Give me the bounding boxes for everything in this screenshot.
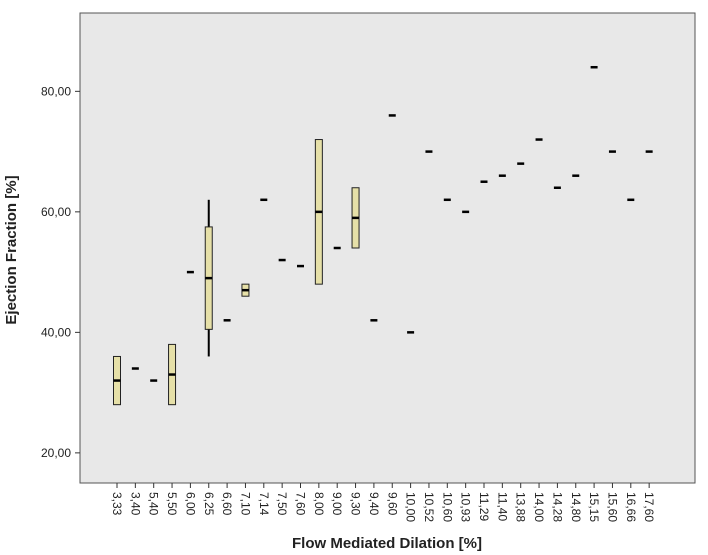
x-tick-label: 11,40 (495, 492, 509, 521)
x-tick-label: 16,66 (624, 492, 638, 522)
x-tick-label: 10,00 (404, 492, 418, 522)
x-tick-label: 10,60 (440, 492, 454, 522)
x-tick-label: 6,00 (183, 492, 197, 516)
x-tick-label: 10,52 (422, 492, 436, 522)
y-tick-label: 40,00 (41, 325, 71, 339)
x-tick-label: 9,60 (385, 492, 399, 516)
x-tick-label: 3,40 (128, 492, 142, 516)
box-6,25 (204, 199, 213, 357)
x-tick-label: 7,10 (238, 492, 252, 516)
plot-area (79, 12, 696, 484)
x-tick-label: 14,00 (532, 492, 546, 522)
x-tick-label: 15,15 (587, 492, 601, 522)
x-tick-label: 9,00 (330, 492, 344, 516)
x-tick-label: 9,40 (367, 492, 381, 516)
x-tick-label: 6,60 (220, 492, 234, 516)
x-axis-title: Flow Mediated Dilation [%] (292, 535, 482, 552)
x-tick-label: 7,60 (294, 492, 308, 516)
x-tick-label: 9,30 (349, 492, 363, 516)
box-marks (113, 65, 653, 406)
x-tick-label: 5,50 (165, 492, 179, 516)
y-tick-label: 20,00 (41, 446, 71, 460)
x-tick-label: 15,60 (605, 492, 619, 522)
x-tick-label: 8,00 (312, 492, 326, 516)
x-tick-label: 3,33 (110, 492, 124, 516)
x-axis: 3,33 3,40 5,40 5,50 6,00 6,25 6,60 7,10 7,14 7,50… (110, 483, 656, 522)
y-axis: 20,00 40,00 60,00 80,00 (41, 84, 80, 460)
x-tick-label: 5,40 (147, 492, 161, 516)
y-tick-label: 80,00 (41, 84, 71, 98)
x-tick-label: 11,29 (477, 492, 491, 521)
box-9,30 (351, 187, 360, 249)
x-tick-label: 10,93 (459, 492, 473, 522)
box-7,10 (241, 283, 250, 297)
x-tick-label: 13,88 (514, 492, 528, 522)
x-tick-label: 14,28 (550, 492, 564, 522)
x-tick-label: 7,50 (275, 492, 289, 516)
y-axis-title: Ejection Fraction [%] (3, 175, 20, 324)
box-3,33 (113, 355, 121, 406)
x-tick-label: 7,14 (257, 492, 271, 516)
x-tick-label: 14,80 (569, 492, 583, 522)
y-tick-label: 60,00 (41, 205, 71, 219)
box-8,00 (314, 139, 323, 285)
box-5,50 (168, 343, 177, 406)
x-tick-label: 6,25 (202, 492, 216, 516)
x-tick-label: 17,60 (642, 492, 656, 522)
